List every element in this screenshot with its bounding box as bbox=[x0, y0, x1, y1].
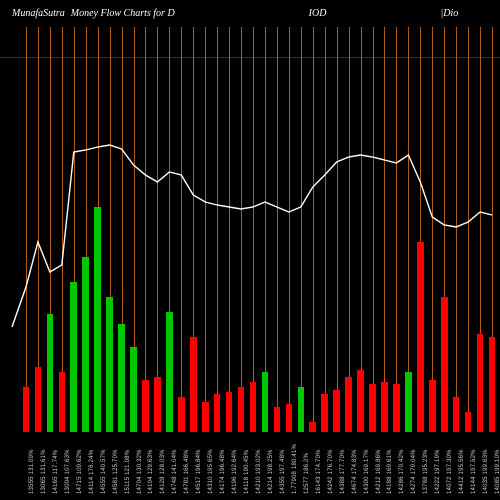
extra-label: |Dio bbox=[440, 8, 458, 19]
price-line bbox=[0, 27, 500, 432]
money-flow-chart bbox=[0, 27, 500, 432]
line-series bbox=[12, 145, 492, 327]
x-axis-labels: 13555 131.09%13065 131.61%14165 117.74%1… bbox=[0, 432, 500, 497]
symbol-label: IOD bbox=[309, 8, 327, 19]
chart-header: MunafaSutra Money Flow Charts for D IOD … bbox=[0, 0, 500, 27]
chart-title: Money Flow Charts for D bbox=[71, 8, 175, 19]
brand-label: MunafaSutra bbox=[12, 8, 65, 19]
